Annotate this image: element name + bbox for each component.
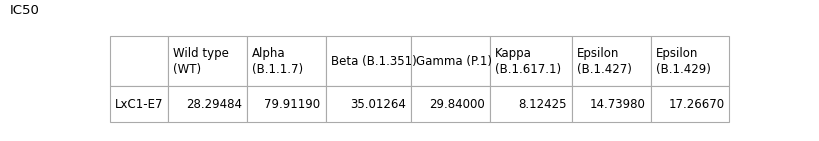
Bar bbox=[247, 37, 326, 86]
Bar bbox=[326, 86, 411, 122]
Bar bbox=[326, 37, 411, 86]
Text: Beta (B.1.351): Beta (B.1.351) bbox=[331, 55, 416, 68]
Bar bbox=[572, 86, 651, 122]
Text: 29.84000: 29.84000 bbox=[429, 98, 485, 111]
Bar bbox=[572, 37, 651, 86]
Text: Epsilon
(B.1.427): Epsilon (B.1.427) bbox=[577, 47, 632, 76]
Text: Kappa
(B.1.617.1): Kappa (B.1.617.1) bbox=[495, 47, 561, 76]
Bar bbox=[110, 37, 168, 86]
Bar bbox=[247, 86, 326, 122]
Bar bbox=[168, 37, 247, 86]
Bar bbox=[651, 86, 730, 122]
Text: 8.12425: 8.12425 bbox=[518, 98, 567, 111]
Bar bbox=[490, 37, 572, 86]
Text: Alpha
(B.1.1.7): Alpha (B.1.1.7) bbox=[252, 47, 303, 76]
Text: Epsilon
(B.1.429): Epsilon (B.1.429) bbox=[656, 47, 711, 76]
Text: LxC1-E7: LxC1-E7 bbox=[115, 98, 164, 111]
Bar bbox=[411, 86, 490, 122]
Bar bbox=[110, 86, 168, 122]
Text: 35.01264: 35.01264 bbox=[351, 98, 406, 111]
Bar bbox=[411, 37, 490, 86]
Text: 79.91190: 79.91190 bbox=[265, 98, 320, 111]
Bar bbox=[490, 86, 572, 122]
Text: 28.29484: 28.29484 bbox=[186, 98, 242, 111]
Bar bbox=[651, 37, 730, 86]
Text: IC50: IC50 bbox=[10, 4, 39, 17]
Text: 17.26670: 17.26670 bbox=[668, 98, 725, 111]
Text: 14.73980: 14.73980 bbox=[590, 98, 645, 111]
Text: Gamma (P.1): Gamma (P.1) bbox=[416, 55, 492, 68]
Bar bbox=[168, 86, 247, 122]
Text: Wild type
(WT): Wild type (WT) bbox=[174, 47, 229, 76]
